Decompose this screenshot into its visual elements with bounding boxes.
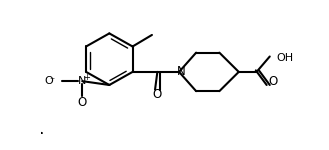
Text: ⁻: ⁻	[49, 76, 54, 86]
Text: O: O	[153, 88, 162, 102]
Text: O: O	[268, 75, 277, 88]
Text: O: O	[78, 96, 87, 109]
Text: N: N	[78, 76, 87, 86]
Text: +: +	[84, 73, 90, 82]
Text: N: N	[177, 65, 186, 78]
Text: O: O	[44, 76, 53, 86]
Text: OH: OH	[276, 53, 293, 63]
